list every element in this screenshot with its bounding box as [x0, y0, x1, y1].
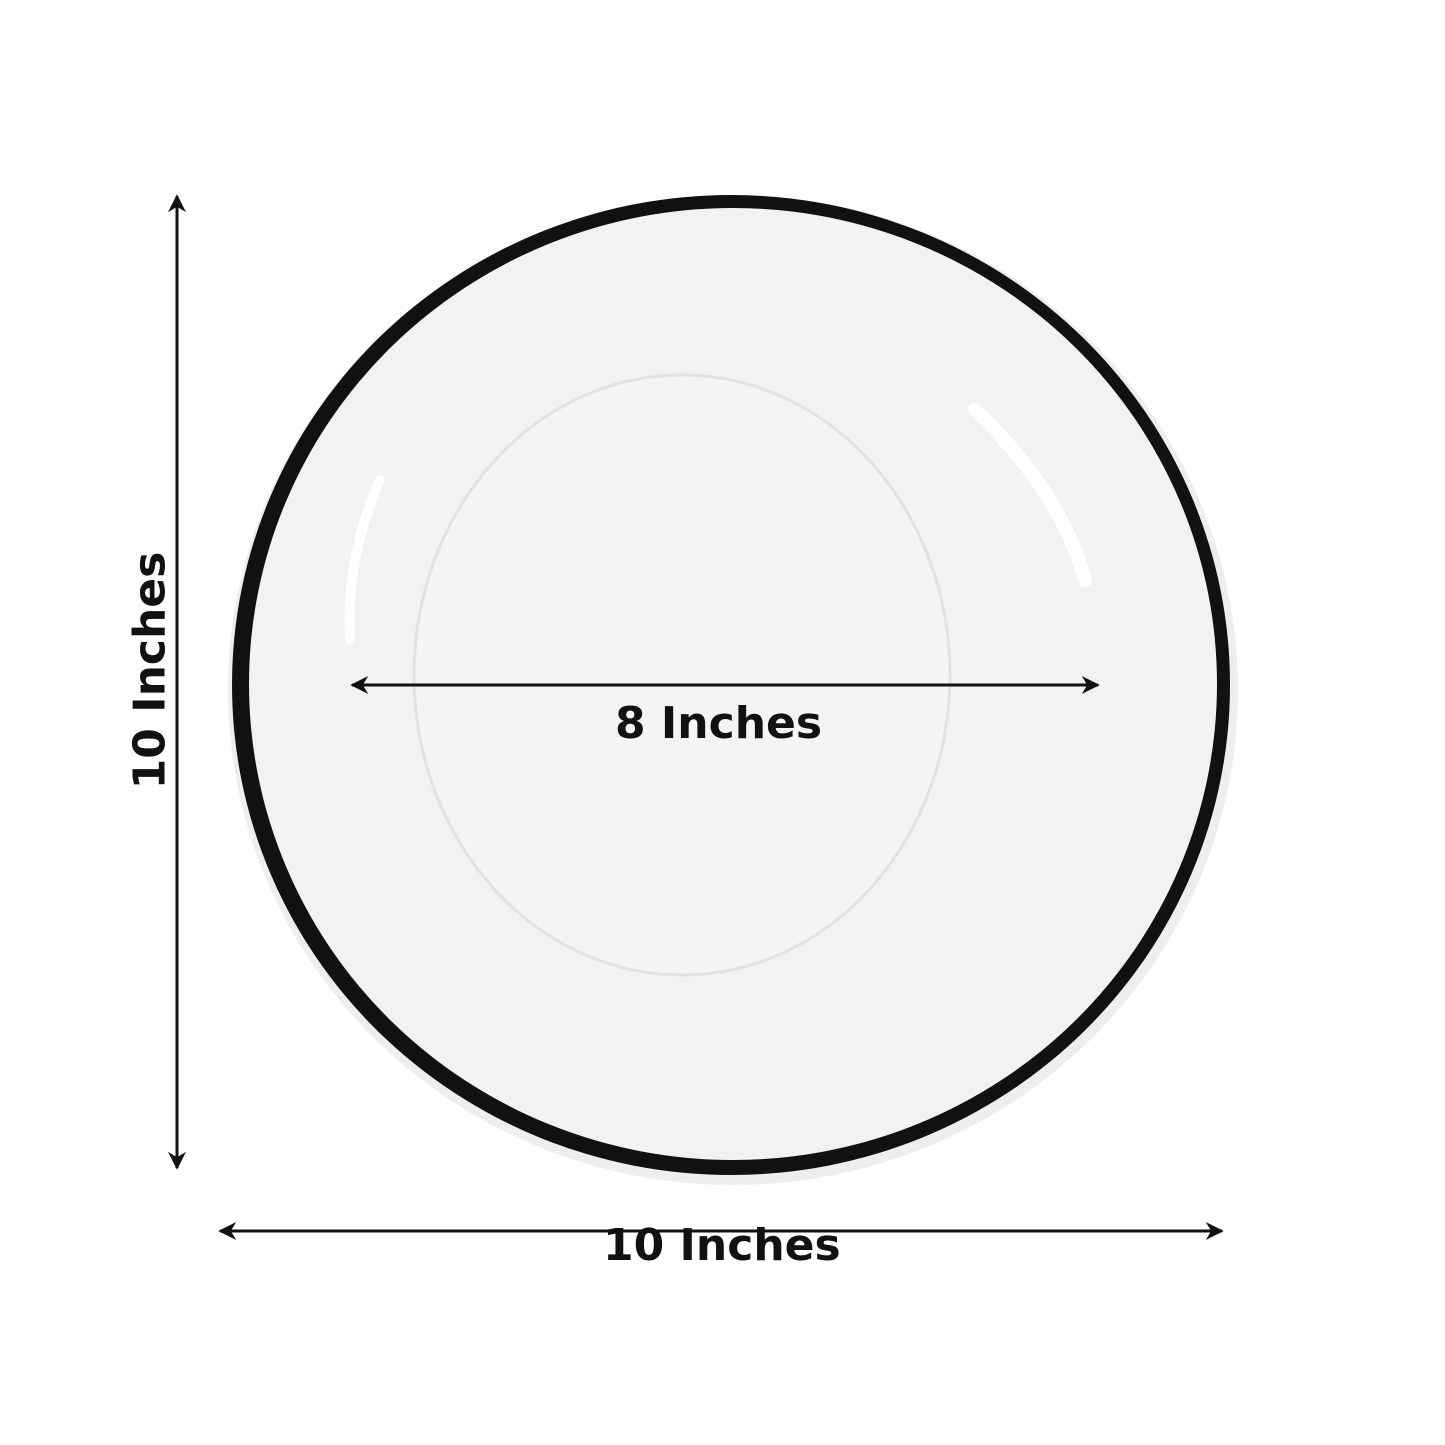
inner-diameter-label: 8 Inches: [615, 698, 823, 749]
plate-highlight: [968, 403, 1092, 587]
height-label: 10 Inches: [124, 551, 176, 790]
width-label: 10 Inches: [603, 1220, 841, 1271]
plate-highlight: [344, 475, 385, 645]
plate-well-edge: [412, 373, 952, 977]
